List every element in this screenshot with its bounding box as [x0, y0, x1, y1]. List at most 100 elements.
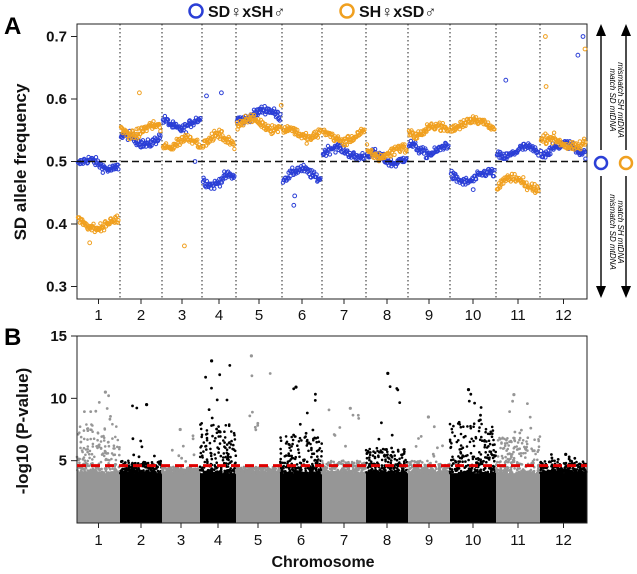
blue-point — [157, 135, 163, 141]
manhattan-point — [388, 467, 392, 471]
orange-point — [551, 130, 557, 135]
manhattan-point — [344, 468, 347, 472]
manhattan-point — [496, 439, 500, 442]
manhattan-point — [521, 439, 525, 442]
manhattan-point — [133, 470, 136, 474]
manhattan-point — [218, 373, 222, 377]
manhattan-point — [402, 448, 405, 451]
manhattan-point — [152, 467, 155, 470]
manhattan-point — [581, 460, 585, 464]
manhattan-point — [528, 415, 532, 419]
manhattan-point — [91, 445, 95, 448]
manhattan-point — [408, 463, 412, 467]
orange-point — [230, 140, 236, 145]
manhattan-point — [96, 438, 99, 442]
manhattan-point — [199, 427, 203, 431]
manhattan-point — [486, 470, 490, 474]
manhattan-point — [177, 468, 180, 471]
manhattan-point — [451, 431, 454, 434]
manhattan-point — [389, 461, 393, 465]
manhattan-point — [279, 457, 283, 461]
manhattan-point — [464, 460, 467, 463]
blue-point — [311, 169, 317, 175]
manhattan-point — [479, 458, 483, 462]
manhattan-point — [386, 460, 390, 464]
manhattan-point — [556, 458, 560, 461]
manhattan-point — [252, 471, 256, 475]
manhattan-point — [368, 456, 371, 459]
manhattan-point — [228, 446, 231, 449]
manhattan-point — [109, 415, 112, 418]
manhattan-point — [222, 461, 226, 465]
manhattan-point — [468, 469, 472, 473]
manhattan-point — [360, 469, 364, 473]
manhattan-point — [357, 417, 361, 420]
manhattan-point — [472, 425, 475, 429]
manhattan-point — [214, 457, 217, 460]
manhattan-point — [223, 441, 226, 444]
manhattan-point — [496, 455, 500, 458]
manhattan-point — [115, 425, 118, 428]
blue-point — [333, 150, 338, 155]
manhattan-point — [525, 445, 528, 449]
manhattan-point — [98, 471, 101, 475]
manhattan-base-chr-6 — [280, 473, 322, 523]
manhattan-point — [572, 467, 576, 471]
manhattan-point — [209, 447, 212, 451]
blue-point-outlier — [503, 77, 509, 83]
manhattan-point — [107, 462, 110, 465]
orange-point — [532, 182, 537, 187]
manhattan-point — [350, 460, 354, 464]
manhattan-point — [479, 460, 483, 464]
manhattan-point — [423, 471, 427, 475]
manhattan-point — [489, 471, 493, 475]
y-tick-label: 0.7 — [46, 29, 67, 46]
blue-point — [453, 171, 458, 177]
orange-point — [195, 137, 200, 143]
orange-point — [512, 172, 517, 177]
orange-point-outlier — [87, 240, 93, 246]
orange-point — [275, 129, 281, 135]
manhattan-point — [304, 467, 307, 470]
blue-point — [278, 112, 283, 117]
manhattan-point — [397, 471, 401, 475]
manhattan-point — [536, 471, 539, 475]
manhattan-point — [368, 458, 371, 462]
manhattan-point — [83, 468, 86, 472]
orange-point-outlier — [543, 34, 548, 39]
manhattan-point — [539, 468, 542, 472]
manhattan-point — [137, 468, 141, 472]
manhattan-point — [464, 464, 468, 468]
manhattan-point — [418, 469, 422, 472]
manhattan-point — [99, 460, 103, 464]
manhattan-point — [500, 442, 503, 445]
manhattan-point — [91, 442, 95, 446]
manhattan-point — [199, 423, 202, 426]
orange-point — [342, 143, 348, 148]
manhattan-point — [510, 461, 513, 464]
x-tick-label: 8 — [383, 307, 391, 324]
blue-point-outlier — [291, 202, 297, 208]
manhattan-point — [505, 441, 509, 445]
manhattan-point — [534, 452, 537, 456]
manhattan-point — [112, 447, 115, 450]
manhattan-point — [526, 436, 530, 440]
manhattan-point — [369, 460, 373, 464]
manhattan-point — [235, 468, 239, 472]
manhattan-point — [113, 465, 117, 468]
blue-point — [113, 166, 119, 172]
manhattan-point — [568, 469, 571, 472]
manhattan-point — [78, 471, 82, 475]
manhattan-point — [294, 470, 298, 473]
manhattan-base-chr-4 — [200, 473, 236, 523]
blue-point-outlier — [575, 52, 581, 58]
manhattan-point — [219, 435, 222, 438]
manhattan-point — [506, 452, 510, 456]
manhattan-point — [182, 468, 186, 472]
manhattan-point — [493, 471, 496, 475]
manhattan-point — [566, 467, 569, 470]
manhattan-point — [93, 455, 96, 459]
manhattan-point — [400, 471, 404, 475]
manhattan-point — [440, 470, 444, 474]
